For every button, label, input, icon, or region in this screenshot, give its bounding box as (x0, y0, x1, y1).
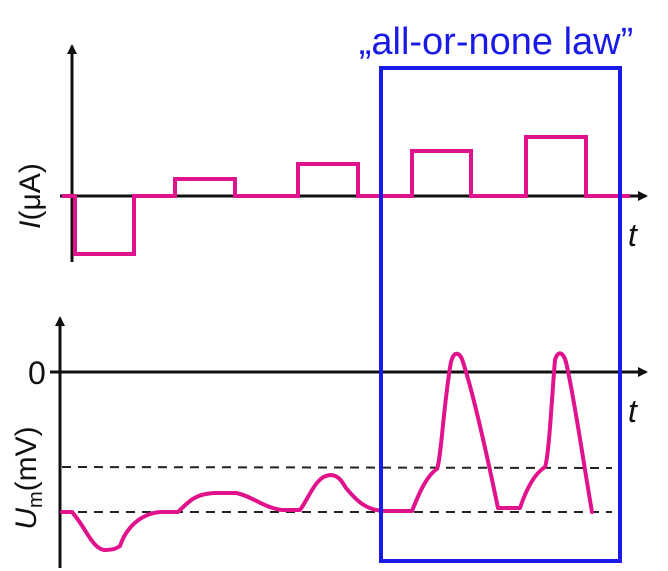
threshold-dashed-line (61, 466, 613, 469)
potential-symbol: U (10, 508, 43, 530)
current-y-label: I(μA) (14, 163, 47, 229)
zero-label: 0 (28, 355, 46, 391)
potential-x-label: t (628, 393, 638, 429)
potential-y-label: Um(mV) (10, 426, 47, 529)
current-trace (62, 135, 630, 256)
potential-unit: (mV) (10, 426, 43, 491)
all-or-none-highlight-box (379, 66, 622, 563)
potential-subscript: m (25, 491, 47, 508)
current-panel: I(μA) t (14, 44, 648, 262)
svg-text:I(μA): I(μA) (14, 163, 47, 229)
current-unit: (μA) (14, 163, 47, 220)
annotation-label: „all-or-none law” (359, 21, 634, 63)
potential-panel: 0 Um(mV) t (10, 316, 648, 568)
current-symbol: I (14, 220, 47, 228)
current-x-label: t (628, 217, 638, 253)
svg-text:Um(mV): Um(mV) (10, 426, 47, 529)
potential-trace (60, 351, 594, 552)
